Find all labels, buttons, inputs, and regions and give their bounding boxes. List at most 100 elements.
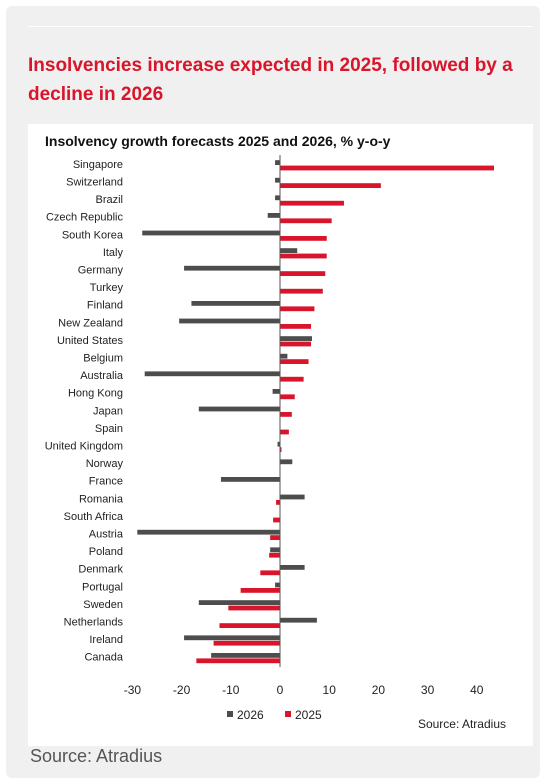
bar-2026 — [280, 459, 293, 465]
bar-2026 — [191, 301, 280, 306]
bar-2026 — [267, 213, 280, 218]
bar-2025 — [280, 288, 323, 294]
bar-2026 — [272, 389, 280, 394]
category-label: Turkey — [90, 282, 124, 294]
bar-2025 — [276, 500, 280, 505]
bar-2025 — [280, 341, 311, 347]
bar-2025 — [280, 429, 289, 435]
bar-2025 — [240, 588, 280, 593]
x-tick-label: 20 — [372, 683, 386, 697]
category-label: Switzerland — [66, 177, 123, 189]
x-tick-label: -10 — [222, 683, 240, 697]
bar-2026 — [220, 477, 280, 482]
bar-2025 — [280, 306, 315, 312]
category-label: France — [89, 476, 123, 488]
category-label: South Africa — [64, 511, 124, 523]
category-label: Poland — [89, 546, 123, 558]
bar-2026 — [270, 547, 280, 553]
category-label: Italy — [103, 247, 124, 259]
chart-title: Insolvency growth forecasts 2025 and 202… — [45, 133, 391, 149]
category-label: Romania — [79, 493, 124, 505]
category-label: Singapore — [73, 159, 123, 171]
top-divider — [28, 26, 533, 27]
chart-source-note: Source: Atradius — [418, 717, 506, 731]
category-label: Denmark — [78, 564, 123, 576]
footer-source: Source: Atradius — [30, 746, 163, 766]
bar-2026 — [277, 441, 280, 447]
x-tick-label: 10 — [323, 683, 337, 697]
chart-card: Insolvencies increase expected in 2025, … — [6, 6, 540, 778]
bar-2026 — [211, 653, 280, 658]
bar-2025 — [280, 200, 344, 206]
bar-2025 — [280, 412, 292, 417]
bar-2026 — [280, 336, 312, 341]
category-label: Australia — [80, 370, 124, 382]
bar-2026 — [179, 318, 280, 324]
bar-2025 — [280, 236, 327, 241]
bar-2025 — [260, 570, 280, 576]
bar-2025 — [280, 376, 304, 382]
bar-2026 — [280, 494, 305, 500]
bar-2025 — [228, 605, 280, 611]
x-tick-label: 0 — [277, 683, 284, 697]
bar-2026 — [275, 177, 280, 183]
category-label: Czech Republic — [46, 212, 124, 224]
bar-2026 — [280, 353, 288, 359]
category-label: Netherlands — [64, 617, 124, 629]
bar-2025 — [280, 324, 311, 329]
bar-2026 — [280, 617, 317, 623]
bar-2025 — [196, 658, 280, 664]
category-label: South Korea — [62, 229, 124, 241]
headline: Insolvencies increase expected in 2025, … — [28, 55, 513, 105]
legend-label-2026: 2026 — [237, 708, 264, 722]
bar-2025 — [213, 640, 280, 646]
bar-2026 — [184, 265, 280, 271]
chart-panel: Insolvency growth forecasts 2025 and 202… — [28, 124, 533, 746]
bar-2026 — [137, 529, 280, 535]
legend-label-2025: 2025 — [295, 708, 322, 722]
category-label: Spain — [95, 423, 123, 435]
bar-2025 — [280, 183, 381, 188]
bar-2026 — [275, 195, 280, 201]
bar-2025 — [270, 535, 280, 540]
bar-2026 — [280, 248, 298, 253]
category-label: Austria — [89, 529, 124, 541]
bar-2026 — [142, 230, 280, 236]
category-label: Norway — [86, 458, 124, 470]
category-label: Germany — [78, 265, 124, 277]
bar-2025 — [219, 623, 280, 628]
bar-2026 — [280, 565, 305, 570]
bar-2026 — [198, 600, 280, 605]
category-label: Sweden — [83, 599, 123, 611]
x-tick-label: 30 — [421, 683, 435, 697]
bar-2025 — [280, 394, 295, 400]
bar-2025 — [280, 218, 332, 224]
category-label: Portugal — [82, 581, 123, 593]
category-label: Canada — [84, 652, 123, 664]
bar-2025 — [280, 165, 495, 171]
category-label: New Zealand — [58, 317, 123, 329]
category-label: United States — [57, 335, 124, 347]
bar-2026 — [144, 371, 280, 377]
bar-2026 — [275, 160, 280, 165]
x-tick-label: 40 — [470, 683, 484, 697]
x-tick-label: -20 — [173, 683, 191, 697]
bar-2025 — [280, 447, 282, 452]
category-label: Hong Kong — [68, 388, 123, 400]
bar-2026 — [184, 635, 280, 641]
category-label: Finland — [87, 300, 123, 312]
category-label: United Kingdom — [45, 441, 123, 453]
bar-2026 — [275, 582, 280, 588]
bar-2025 — [280, 359, 309, 364]
category-label: Ireland — [89, 634, 123, 646]
legend-swatch-2026 — [227, 711, 233, 717]
bar-2025 — [280, 271, 326, 276]
legend-swatch-2025 — [285, 711, 291, 717]
bar-2025 — [280, 253, 327, 259]
category-label: Japan — [93, 405, 123, 417]
category-label: Belgium — [83, 353, 123, 365]
bar-chart: Insolvency growth forecasts 2025 and 202… — [45, 133, 506, 731]
x-tick-label: -30 — [124, 683, 142, 697]
bar-2026 — [198, 406, 280, 412]
bar-2025 — [273, 517, 280, 523]
